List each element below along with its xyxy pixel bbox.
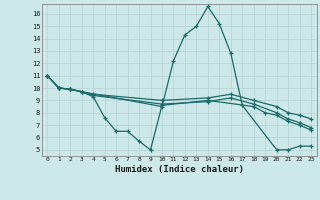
X-axis label: Humidex (Indice chaleur): Humidex (Indice chaleur) bbox=[115, 165, 244, 174]
